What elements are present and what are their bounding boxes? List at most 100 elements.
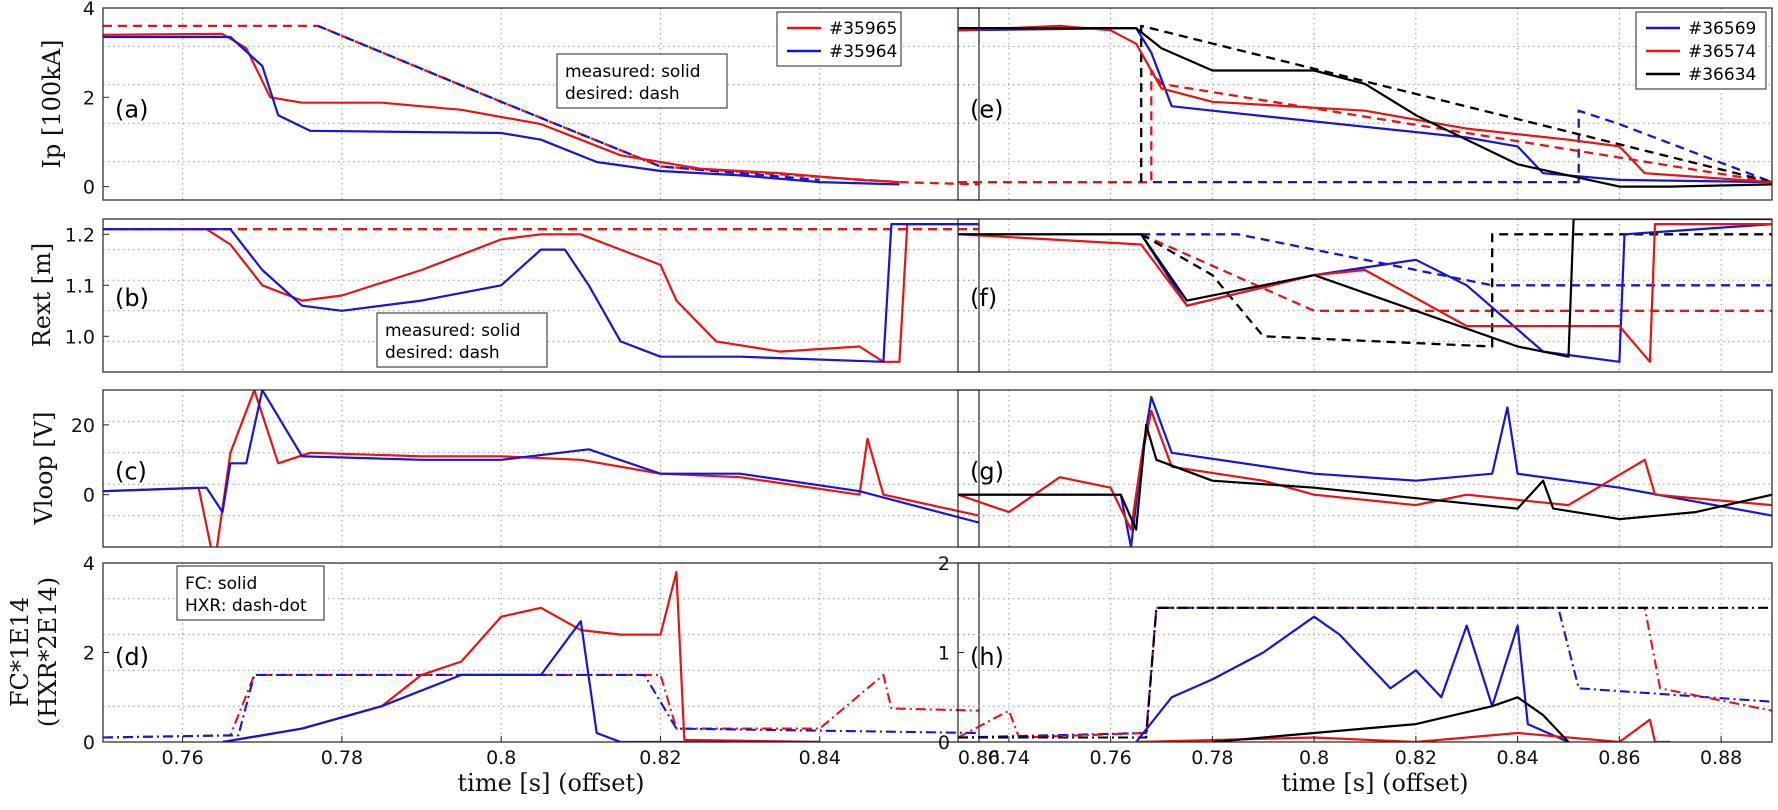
series-35964 [103, 35, 900, 186]
ylabel-c: Vloop [V] [30, 412, 58, 526]
ytick-label: 20 [71, 415, 95, 437]
series-36574-HXR [958, 606, 1772, 739]
series-36634 [958, 27, 1772, 188]
xtick-label: 0.78 [321, 747, 363, 769]
ytick-label: 1.1 [65, 275, 95, 297]
series-36569-FC [1135, 615, 1569, 742]
panel-g: (g) [957, 389, 1773, 548]
ytick-label: 4 [83, 0, 95, 20]
panel-f: (f) [957, 218, 1773, 373]
ytick-label: 2 [938, 553, 950, 575]
ytick-label: 2 [83, 643, 95, 665]
xlabel-left: time [s] (offset) [458, 769, 645, 797]
xtick-label: 0.84 [799, 747, 841, 769]
ytick-label: 0 [83, 485, 95, 507]
xtick-label: 0.76 [161, 747, 203, 769]
series-36569 [958, 27, 1772, 184]
axes-frame [102, 7, 980, 201]
ylabel-b: Rext [m] [28, 243, 56, 348]
legend-entry: #36569 [1688, 19, 1756, 39]
annotation-line: desired: dash [565, 84, 680, 104]
series-36569 [958, 223, 1772, 363]
series-35964 [103, 223, 979, 363]
series-36634-FC [1212, 696, 1570, 742]
xtick-label: 0.86 [1598, 747, 1640, 769]
series-36634 [958, 423, 1772, 531]
ytick-label: 0 [938, 732, 950, 754]
xtick-label: 0.78 [1191, 747, 1233, 769]
series-36634 [958, 219, 1772, 358]
series-36569-desired [1141, 233, 1772, 287]
series-35965-desired [103, 24, 979, 186]
axes-frame [102, 389, 980, 548]
panel-label-b: (b) [115, 284, 149, 312]
xtick-label: 0.86 [958, 747, 1000, 769]
legend-left: #35965 #35964 [776, 11, 902, 67]
panel-label-c: (c) [115, 457, 147, 485]
panel-label-g: (g) [970, 457, 1004, 485]
panel-label-e: (e) [970, 95, 1004, 123]
ylabel-d-line1: FC*1E14 [6, 597, 34, 707]
axes-frame [957, 218, 1773, 373]
series-36569-desired [958, 109, 1772, 184]
legend-entry: #36574 [1688, 42, 1756, 62]
ytick-label: 4 [83, 553, 95, 575]
series-35964-FC [222, 620, 820, 742]
annotation-line: FC: solid [185, 574, 257, 594]
series-36634-desired [1140, 24, 1772, 184]
series-36574 [958, 409, 1772, 531]
xtick-label: 0.84 [1496, 747, 1538, 769]
xtick-label: 0.8 [1299, 747, 1329, 769]
panel-label-h: (h) [970, 643, 1004, 671]
ylabel-d-line2: (HXR*2E14) [34, 577, 62, 727]
series-36574-FC [1136, 718, 1671, 742]
series-36634-HXR [958, 606, 1772, 739]
annotation-line: desired: dash [385, 343, 500, 363]
series-35965-HXR [103, 673, 979, 739]
legend-entry: #35965 [829, 19, 897, 39]
panel-label-d: (d) [115, 643, 149, 671]
ytick-label: 1.0 [65, 326, 95, 348]
annotation-line: measured: solid [385, 321, 521, 341]
axes-frame [957, 562, 1773, 743]
annotation-line: measured: solid [565, 62, 701, 82]
panel-a: 0 2 4 (a) [83, 0, 980, 201]
series-36574 [958, 24, 1772, 184]
series-36569 [958, 395, 1772, 547]
ytick-label: 0 [83, 177, 95, 199]
series-35964-HXR [103, 673, 979, 739]
xlabel-right: time [s] (offset) [1282, 769, 1469, 797]
annotation-line: HXR: dash-dot [185, 596, 307, 616]
ytick-label: 2 [83, 87, 95, 109]
ylabel-a: Ip [100kA] [38, 40, 66, 169]
series-35965 [103, 32, 900, 184]
series-35965 [103, 390, 979, 547]
series-35964 [103, 390, 979, 524]
ytick-label: 0 [83, 732, 95, 754]
series-35965 [103, 223, 979, 363]
legend-entry: #35964 [829, 42, 897, 62]
ytick-label: 1 [938, 643, 950, 665]
xtick-label: 0.82 [639, 747, 681, 769]
xtick-label: 0.88 [1700, 747, 1742, 769]
panel-d: 0 2 4 (d) 0.76 0.78 0.8 0.82 0.84 0.86 [83, 553, 1000, 769]
series-36574 [958, 223, 1772, 363]
panel-label-f: (f) [970, 284, 997, 312]
axes-frame [957, 7, 1773, 201]
xtick-label: 0.82 [1395, 747, 1437, 769]
panel-b: 1.0 1.1 1.2 (b) [65, 218, 980, 373]
panel-h: 0 1 2 (h) 0.74 0.76 0.78 0.8 0.82 0.84 0.86 0.88 [938, 553, 1773, 769]
axes-frame [957, 389, 1773, 548]
series-36574-desired [1140, 233, 1772, 312]
panel-c: 0 20 (c) [71, 389, 980, 548]
panel-e: (e) [957, 7, 1773, 201]
panel-label-a: (a) [115, 95, 148, 123]
xtick-label: 0.76 [1089, 747, 1131, 769]
legend-right: #36569 #36574 #36634 [1635, 11, 1767, 90]
xtick-label: 0.8 [486, 747, 516, 769]
series-36569-HXR [958, 606, 1772, 739]
